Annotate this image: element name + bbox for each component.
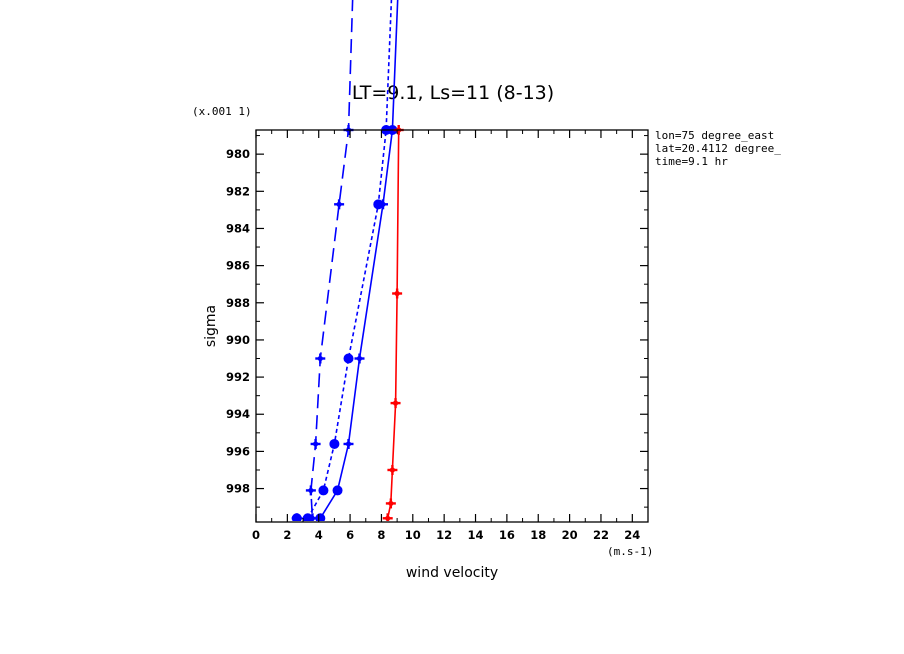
data-point bbox=[334, 199, 345, 210]
data-point bbox=[305, 485, 316, 496]
x-tick-label: 4 bbox=[315, 528, 323, 542]
y-tick-label: 994 bbox=[226, 407, 250, 421]
x-tick-label: 22 bbox=[593, 528, 609, 542]
data-point bbox=[343, 353, 354, 364]
data-point bbox=[329, 438, 340, 449]
x-tick-label: 16 bbox=[499, 528, 515, 542]
data-point bbox=[310, 438, 321, 449]
series-line bbox=[296, 0, 399, 520]
info-text: lon=75 degree_east lat=20.4112 degree_ t… bbox=[655, 129, 781, 168]
data-point bbox=[291, 513, 302, 521]
x-axis: 0 2 4 6 8 10 12 14 16 18 20 22 24 bbox=[252, 130, 640, 542]
info-line: lon=75 degree_east bbox=[655, 129, 774, 142]
data-point bbox=[378, 199, 389, 210]
x-tick-label: 14 bbox=[468, 528, 484, 542]
x-tick-label: 10 bbox=[405, 528, 421, 542]
y-tick-label: 984 bbox=[226, 221, 250, 235]
data-point bbox=[392, 288, 403, 299]
data-point bbox=[385, 498, 396, 509]
data-point bbox=[315, 353, 326, 364]
chart-title: LT=9.1, Ls=11 (8-13) bbox=[352, 82, 554, 104]
data-point bbox=[390, 398, 401, 409]
series-line bbox=[386, 129, 400, 519]
plot-frame bbox=[255, 129, 649, 523]
x-tick-label: 24 bbox=[624, 528, 640, 542]
data-point bbox=[318, 485, 329, 496]
x-tick-label: 12 bbox=[436, 528, 452, 542]
x-tick-label: 20 bbox=[562, 528, 578, 542]
data-point bbox=[382, 513, 393, 521]
y-tick-label: 990 bbox=[226, 333, 250, 347]
data-point bbox=[387, 464, 398, 475]
y-tick-label: 980 bbox=[226, 147, 250, 161]
y-tick-label: 982 bbox=[226, 184, 250, 198]
x-tick-label: 6 bbox=[346, 528, 354, 542]
series-line bbox=[296, 0, 354, 520]
y-axis: 980 982 984 986 988 990 992 994 996 998 bbox=[226, 135, 648, 508]
series-line bbox=[307, 0, 393, 519]
x-tick-label: 0 bbox=[252, 528, 260, 542]
y-axis-multiplier: (x.001 1) bbox=[192, 105, 252, 118]
y-tick-label: 988 bbox=[226, 296, 250, 310]
data-point bbox=[315, 513, 326, 521]
data-point bbox=[343, 438, 354, 449]
x-axis-label: wind velocity bbox=[406, 565, 498, 581]
info-line: lat=20.4112 degree_ bbox=[655, 142, 781, 155]
y-tick-label: 986 bbox=[226, 259, 250, 273]
series-3 bbox=[291, 0, 399, 521]
x-tick-label: 18 bbox=[530, 528, 546, 542]
data-point bbox=[332, 485, 343, 496]
info-line: time=9.1 hr bbox=[655, 155, 728, 168]
y-axis-label: sigma bbox=[203, 305, 219, 347]
y-tick-label: 992 bbox=[226, 370, 250, 384]
y-tick-label: 998 bbox=[226, 482, 250, 496]
series-layer bbox=[291, 0, 404, 521]
x-tick-label: 2 bbox=[283, 528, 291, 542]
x-tick-label: 8 bbox=[377, 528, 385, 542]
y-tick-label: 996 bbox=[226, 444, 250, 458]
x-axis-unit: (m.s-1) bbox=[607, 545, 653, 558]
data-point bbox=[354, 353, 365, 364]
